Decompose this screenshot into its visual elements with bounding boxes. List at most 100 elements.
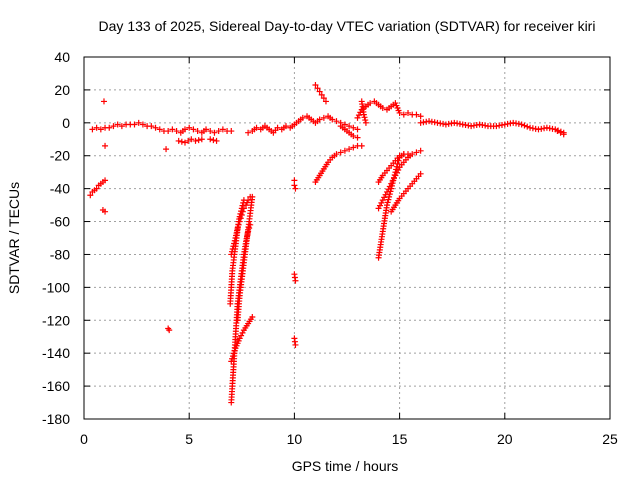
data-point <box>238 332 245 339</box>
data-point <box>385 196 392 203</box>
y-tick-label: 40 <box>54 49 70 65</box>
y-axis-label: SDTVAR / TECUs <box>6 182 22 294</box>
data-point <box>358 142 365 149</box>
series-segment-7 <box>165 325 173 334</box>
data-point <box>203 126 210 133</box>
data-point <box>400 111 407 118</box>
data-point <box>211 129 218 136</box>
data-point <box>350 124 357 131</box>
data-point <box>238 211 245 218</box>
data-point <box>195 137 202 144</box>
data-point <box>239 208 246 215</box>
data-point <box>360 111 367 118</box>
data-point <box>314 85 321 92</box>
data-point <box>188 136 195 143</box>
y-tick-label: -120 <box>42 312 70 328</box>
x-tick-label: 0 <box>80 431 88 447</box>
y-tick-label: -40 <box>50 181 70 197</box>
data-point <box>417 170 424 177</box>
data-point <box>274 124 281 131</box>
data-point <box>207 136 214 143</box>
data-point <box>557 129 564 136</box>
data-point <box>346 146 353 153</box>
series-segment-20 <box>291 335 299 348</box>
data-point <box>362 117 369 124</box>
y-tick-label: 0 <box>62 115 70 131</box>
series-segment-27 <box>375 147 424 212</box>
data-point <box>524 123 531 130</box>
series-segment-22 <box>312 142 365 186</box>
data-point <box>239 329 246 336</box>
data-point <box>228 128 235 135</box>
data-point <box>181 139 188 146</box>
data-point <box>240 205 247 212</box>
series-segment-23 <box>337 123 361 141</box>
x-axis-label: GPS time / hours <box>292 458 399 474</box>
data-point <box>210 137 217 144</box>
data-point <box>291 182 298 189</box>
data-point <box>312 81 319 88</box>
data-point <box>292 277 299 284</box>
series-segment-1 <box>87 177 109 199</box>
series-segment-21 <box>312 81 329 105</box>
data-point <box>318 91 325 98</box>
data-point <box>521 122 528 129</box>
series-segment-16 <box>249 113 361 136</box>
data-point <box>245 197 252 204</box>
data-point <box>354 134 361 141</box>
axis-ticks: -180 -160 -140 -120 -100 -80 -60 -40 -20 0 20 40 0 5 1… <box>42 49 618 447</box>
data-point <box>560 131 567 138</box>
series-segment-24 <box>354 98 424 121</box>
data-point <box>350 132 357 139</box>
data-point <box>320 95 327 102</box>
data-point <box>234 225 241 232</box>
data-point <box>337 149 344 156</box>
x-tick-label: 10 <box>287 431 303 447</box>
data-point <box>231 240 238 247</box>
x-tick-label: 5 <box>185 431 193 447</box>
data-point <box>114 121 121 128</box>
data-point <box>139 121 146 128</box>
data-point <box>378 199 385 206</box>
y-tick-label: -160 <box>42 378 70 394</box>
data-point <box>228 251 235 258</box>
data-point <box>316 88 323 95</box>
data-point <box>89 126 96 133</box>
x-tick-label: 15 <box>392 431 408 447</box>
data-point <box>413 149 420 156</box>
data-point <box>207 128 214 135</box>
data-point <box>322 98 329 105</box>
data-point <box>102 177 109 184</box>
data-point <box>97 126 104 133</box>
data-point <box>282 123 289 130</box>
data-point <box>329 116 336 123</box>
series-segment-19 <box>291 271 299 284</box>
data-point <box>219 126 226 133</box>
plot-frame <box>83 56 611 420</box>
data-point <box>354 114 361 121</box>
data-point <box>341 147 348 154</box>
data-point <box>379 105 386 112</box>
data-point <box>231 347 238 354</box>
series-segment-13 <box>228 193 254 258</box>
data-point <box>190 126 197 133</box>
y-tick-label: -180 <box>42 411 70 427</box>
data-point <box>163 146 170 153</box>
data-point <box>417 147 424 154</box>
data-point <box>362 119 369 126</box>
data-point <box>102 208 109 215</box>
data-point <box>518 121 525 128</box>
data-point <box>178 138 185 145</box>
data-point <box>192 137 199 144</box>
data-point <box>376 202 383 209</box>
data-point <box>169 126 176 133</box>
data-point <box>346 123 353 130</box>
data-point <box>194 128 201 135</box>
data-point <box>247 221 254 228</box>
data-point <box>100 98 107 105</box>
series-segment-8 <box>175 136 205 146</box>
data-point <box>367 100 374 107</box>
x-tick-label: 20 <box>497 431 513 447</box>
series-segment-4 <box>102 142 109 149</box>
